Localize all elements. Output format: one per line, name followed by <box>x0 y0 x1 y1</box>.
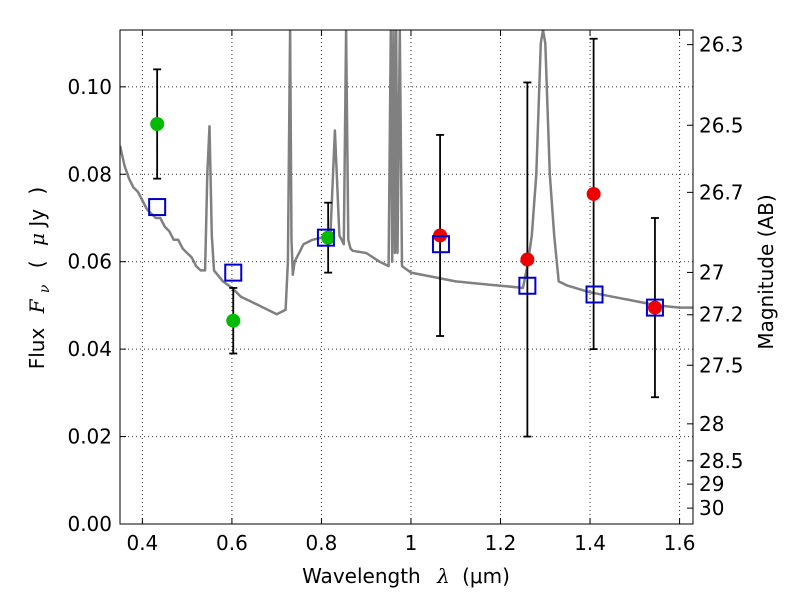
y2-tick-label: 26.3 <box>699 33 744 57</box>
plot-frame <box>119 29 694 525</box>
plot-area <box>120 30 693 438</box>
x-tick-label: 0.6 <box>216 531 248 555</box>
model-flux-square <box>224 263 243 282</box>
model-flux-square <box>645 298 664 317</box>
model-flux-square <box>431 235 450 254</box>
y2-tick-label: 29 <box>699 472 724 496</box>
grid <box>120 30 693 525</box>
x-tick-label: 0.8 <box>306 531 338 555</box>
model-flux-square <box>518 276 537 295</box>
y2-tick-label: 28 <box>699 412 724 436</box>
y-tick-label: 0.06 <box>67 250 112 274</box>
x-axis-symbol: λ <box>436 564 450 588</box>
observed-flux-point <box>586 186 601 201</box>
y-axis-unit: Jy <box>25 209 49 229</box>
observed-flux-point <box>226 313 241 328</box>
y-tick-label: 0.08 <box>67 162 112 186</box>
model-spectrum-line <box>120 30 693 316</box>
y-axis-symbol: F <box>25 298 49 314</box>
y2-tick-label: 27.5 <box>699 353 744 377</box>
y2-tick-label: 27 <box>699 260 724 284</box>
x-tick-label: 0.4 <box>126 531 158 555</box>
y2-axis-title: Magnitude (AB) <box>754 194 778 349</box>
observed-flux-point <box>321 230 336 245</box>
x-axis-unit: (μm) <box>462 564 510 588</box>
x-tick-label: 1.6 <box>664 531 696 555</box>
observed-flux-point <box>647 300 662 315</box>
y2-tick-label: 28.5 <box>699 449 744 473</box>
observed-flux-point <box>150 116 165 131</box>
observed-flux-point <box>520 252 535 267</box>
y-axis-label: Flux <box>25 328 49 370</box>
x-axis-title: Wavelength λ (μm) <box>302 564 510 588</box>
y-tick-label: 0.00 <box>67 512 112 536</box>
x-axis-label: Wavelength <box>302 564 421 588</box>
y2-tick-label: 26.5 <box>699 113 744 137</box>
y-tick-label: 0.10 <box>67 75 112 99</box>
model-flux-square <box>585 285 604 304</box>
x-tick-label: 1 <box>405 531 418 555</box>
axes: 0.4 0.6 0.8 1 1.2 1.4 1.6 0.00 0.02 0.04 0.06 0.08 0… <box>67 30 744 555</box>
x-tick-label: 1.4 <box>574 531 606 555</box>
model-flux-square <box>148 198 167 217</box>
model-flux-square <box>316 228 335 247</box>
y-axis-title: Flux F ν ( μ Jy ) <box>25 187 54 370</box>
y2-tick-label: 27.2 <box>699 303 744 327</box>
y-axis-unit-mu: μ <box>25 233 49 246</box>
y-axis-paren-close: ) <box>25 187 49 195</box>
x-tick-label: 1.2 <box>485 531 517 555</box>
y-axis-symbol-sub: ν <box>37 284 53 293</box>
y-tick-label: 0.04 <box>67 337 112 361</box>
y-tick-label: 0.02 <box>67 425 112 449</box>
y2-tick-label: 26.7 <box>699 180 744 204</box>
y2-tick-label: 30 <box>699 496 724 520</box>
y-axis-paren-open: ( <box>25 260 49 268</box>
